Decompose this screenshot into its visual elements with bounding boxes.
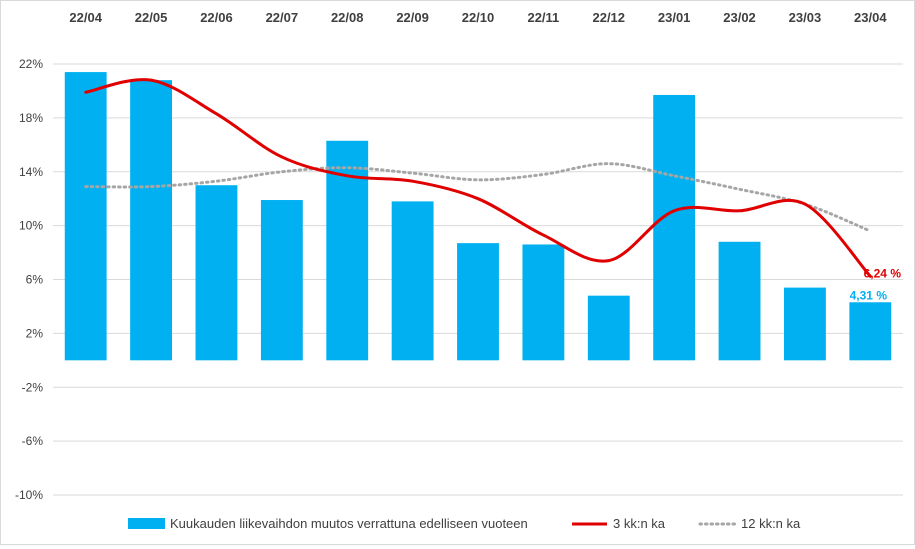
annotations: 6,24 % 4,31 % — [850, 266, 902, 302]
legend-label-12kk: 12 kk:n ka — [741, 516, 801, 531]
y-tick-label: 22% — [19, 57, 43, 71]
y-tick-label: 18% — [19, 111, 43, 125]
y-axis: 22% 18% 14% 10% 6% 2% -2% -6% -10% — [15, 57, 43, 502]
legend-swatch-bars — [128, 518, 165, 529]
line-12kk-ka — [84, 162, 872, 233]
y-tick-label: 2% — [26, 326, 44, 340]
bar — [653, 94, 696, 361]
data-label: 6,24 % — [864, 266, 902, 280]
data-label: 4,31 % — [850, 288, 888, 302]
category-label: 22/09 — [396, 10, 429, 25]
y-tick-label: -2% — [22, 380, 44, 394]
bar — [130, 80, 172, 361]
legend: Kuukauden liikevaihdon muutos verrattuna… — [128, 516, 801, 531]
y-tick-label: 14% — [19, 165, 43, 179]
bar — [784, 287, 826, 361]
bar — [260, 200, 303, 361]
y-tick-label: 10% — [19, 219, 43, 233]
bar — [64, 72, 107, 361]
category-label: 22/10 — [462, 10, 495, 25]
legend-label-3kk: 3 kk:n ka — [613, 516, 666, 531]
category-label: 22/08 — [331, 10, 364, 25]
category-axis: 22/04 22/05 22/06 22/07 22/08 22/09 22/10 22/11… — [69, 10, 887, 25]
category-label: 23/04 — [854, 10, 887, 25]
category-label: 22/05 — [135, 10, 168, 25]
y-tick-label: -6% — [22, 434, 44, 448]
bar — [849, 302, 892, 361]
y-tick-label: 6% — [26, 273, 44, 287]
category-label: 22/11 — [527, 10, 559, 25]
y-tick-label: -10% — [15, 488, 43, 502]
bar — [195, 185, 238, 361]
legend-label-bars: Kuukauden liikevaihdon muutos verrattuna… — [170, 516, 528, 531]
category-label: 22/07 — [266, 10, 299, 25]
bar — [522, 244, 565, 361]
bar — [457, 243, 499, 361]
bar — [391, 201, 434, 361]
category-label: 23/01 — [658, 10, 691, 25]
category-label: 22/06 — [200, 10, 233, 25]
line-series — [84, 78, 872, 278]
category-label: 23/03 — [789, 10, 822, 25]
bar — [587, 295, 630, 361]
category-label: 22/12 — [592, 10, 625, 25]
bar — [718, 241, 761, 361]
category-label: 23/02 — [723, 10, 756, 25]
line-3kk-ka — [84, 78, 872, 278]
bar-series — [64, 72, 892, 361]
category-label: 22/04 — [69, 10, 102, 25]
